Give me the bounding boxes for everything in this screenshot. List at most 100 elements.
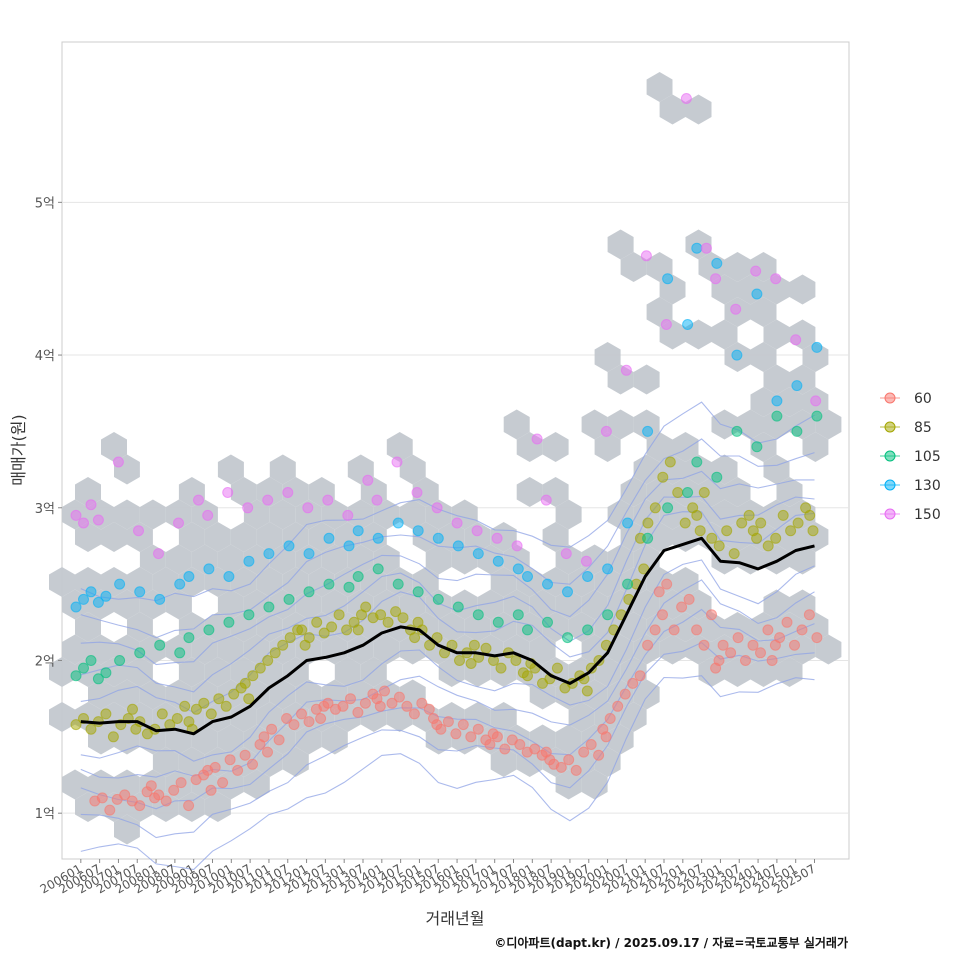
hex-bin [49, 657, 75, 687]
hex-bin [477, 544, 504, 575]
data-point-85 [638, 563, 650, 575]
data-point-85 [397, 612, 409, 624]
data-point-60 [288, 719, 300, 731]
data-point-85 [510, 655, 522, 666]
hex-bin [711, 319, 738, 350]
hex-bin [750, 297, 777, 327]
legend-label: 105 [914, 449, 941, 465]
data-point-105 [412, 586, 424, 598]
data-point-85 [179, 700, 191, 712]
data-point-105 [432, 593, 444, 605]
data-point-150 [411, 487, 423, 498]
density-contour [80, 495, 815, 693]
data-point-150 [431, 502, 443, 514]
hex-bin [490, 747, 517, 777]
data-point-85 [85, 723, 97, 735]
data-point-60 [183, 800, 195, 812]
data-point-60 [435, 723, 447, 735]
data-point-150 [451, 517, 463, 529]
data-point-60 [555, 761, 567, 773]
hex-bin [646, 432, 673, 462]
legend-marker [884, 392, 896, 404]
data-point-85 [728, 548, 740, 560]
hex-bin [555, 724, 582, 755]
data-point-85 [70, 719, 82, 731]
legend: 60 85 105 130 150 [880, 391, 941, 523]
legend-marker [884, 508, 896, 520]
data-point-150 [790, 334, 802, 346]
hex-bin [165, 499, 192, 530]
data-point-60 [315, 713, 327, 724]
data-point-60 [612, 700, 624, 712]
hex-bin [607, 229, 634, 260]
data-point-85 [375, 609, 387, 621]
data-point-85 [664, 456, 676, 468]
data-point-60 [428, 713, 439, 724]
x-axis-ticks: 2006012006072007012007072008012008072009… [38, 859, 818, 897]
data-point-105 [771, 410, 783, 422]
hex-bin [217, 544, 244, 575]
data-point-85 [190, 703, 202, 715]
data-point-60 [408, 708, 420, 720]
data-point-85 [713, 540, 725, 552]
hex-bin [607, 544, 634, 575]
hex-bin [646, 72, 673, 102]
data-point-60 [465, 731, 477, 743]
data-point-150 [193, 494, 204, 506]
hex-bin [737, 409, 764, 440]
data-point-85 [642, 517, 654, 529]
data-point-85 [303, 632, 315, 644]
hex-bin [386, 432, 413, 462]
data-point-130 [203, 563, 215, 575]
data-point-85 [468, 639, 480, 651]
hex-bin [373, 634, 400, 665]
data-point-85 [721, 525, 733, 537]
hex-bin [568, 702, 595, 732]
data-point-85 [277, 639, 289, 651]
hex-bin [594, 342, 621, 372]
data-point-130 [263, 548, 275, 560]
hex-bin [633, 409, 660, 440]
data-point-150 [202, 509, 214, 521]
data-point-85 [171, 713, 183, 724]
data-point-150 [371, 494, 383, 506]
data-point-150 [600, 425, 612, 437]
hex-bin [269, 499, 296, 530]
y-tick-label: 3억 [35, 502, 55, 517]
data-point-60 [401, 700, 413, 712]
hex-bin [243, 769, 270, 800]
data-point-60 [698, 639, 710, 651]
data-point-105 [751, 441, 763, 453]
data-point-60 [472, 723, 484, 735]
data-point-60 [811, 632, 823, 644]
data-point-85 [785, 525, 797, 537]
data-point-130 [372, 532, 384, 544]
legend-label: 130 [914, 478, 941, 494]
data-point-130 [392, 517, 404, 529]
data-point-85 [326, 621, 338, 633]
hex-bin [139, 679, 166, 710]
data-point-105 [582, 624, 594, 636]
data-point-150 [580, 555, 592, 567]
data-point-85 [318, 627, 330, 639]
data-point-150 [750, 265, 762, 277]
data-point-85 [239, 677, 251, 689]
data-point-60 [740, 655, 751, 666]
data-point-85 [311, 616, 323, 628]
hex-bin [399, 454, 426, 485]
data-point-85 [649, 502, 661, 514]
data-point-60 [732, 632, 744, 644]
hex-bin [490, 567, 517, 597]
data-point-105 [114, 655, 126, 666]
data-point-85 [213, 693, 225, 705]
data-point-130 [100, 590, 112, 602]
hex-bin [178, 657, 205, 687]
data-point-130 [662, 273, 674, 285]
data-point-85 [409, 632, 421, 644]
hex-bin [633, 454, 660, 485]
hex-bin [321, 499, 348, 530]
data-point-85 [198, 697, 210, 709]
data-point-130 [472, 548, 484, 560]
density-contour [80, 675, 815, 871]
data-point-150 [540, 494, 552, 506]
